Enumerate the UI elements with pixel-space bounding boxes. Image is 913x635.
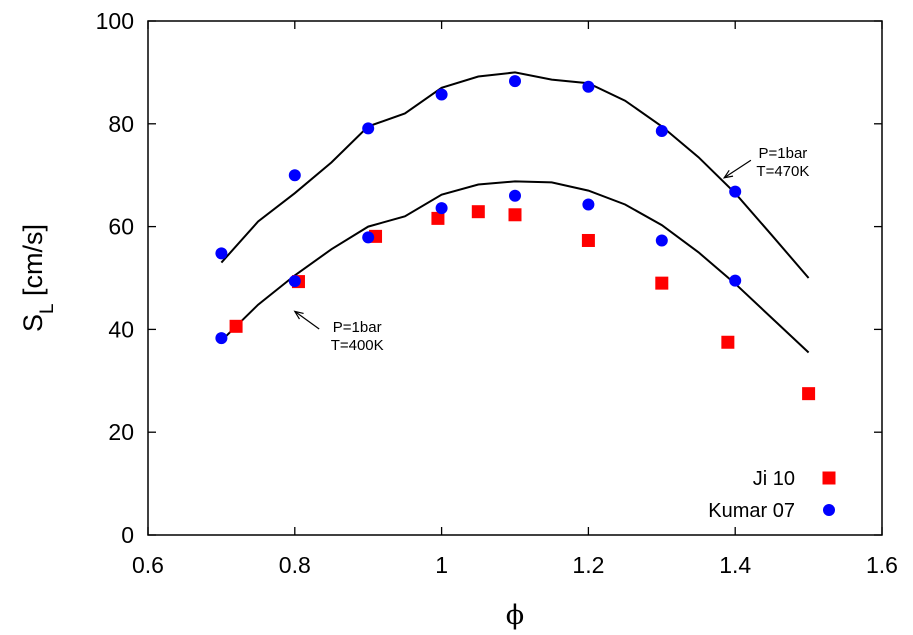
kumar07-marker bbox=[215, 247, 228, 260]
ji10-marker bbox=[229, 319, 243, 333]
kumar07-marker bbox=[362, 122, 375, 135]
x-tick-label: 1.6 bbox=[866, 552, 898, 578]
ji10-marker bbox=[802, 387, 816, 401]
x-tick-label: 0.6 bbox=[132, 552, 164, 578]
y-axis-title: SL [cm/s] bbox=[18, 224, 58, 332]
y-tick-label: 100 bbox=[96, 8, 134, 34]
y-axis-title-unit: [cm/s] bbox=[18, 224, 48, 304]
x-tick-label: 0.8 bbox=[279, 552, 311, 578]
annotation-label: P=1bar T=470K bbox=[756, 145, 809, 180]
plot-frame bbox=[147, 20, 883, 536]
axes: 0.6 0.8 1 1.2 1.4 1.6 0 20 40 60 80 100 bbox=[96, 8, 898, 578]
kumar07-marker bbox=[582, 80, 595, 93]
legend: Ji 10 Kumar 07 bbox=[708, 468, 836, 522]
y-tick-label: 80 bbox=[108, 111, 134, 137]
model-curve-3 bbox=[220, 180, 810, 354]
y-tick-label: 0 bbox=[121, 522, 134, 548]
annotation-line: T=400K bbox=[331, 337, 384, 354]
annotation-arrow bbox=[294, 310, 320, 330]
kumar07-marker bbox=[362, 231, 375, 244]
ji10-marker bbox=[431, 211, 445, 225]
ji10-marker bbox=[471, 205, 485, 219]
y-axis-title-subscript: L bbox=[37, 303, 58, 314]
annotation-line: T=470K bbox=[756, 163, 809, 180]
ji10-marker bbox=[508, 208, 522, 222]
y-tick-label: 40 bbox=[108, 316, 134, 342]
kumar07-marker bbox=[655, 124, 668, 137]
kumar07-marker bbox=[729, 185, 742, 198]
kumar07-marker bbox=[509, 75, 521, 88]
kumar07-marker bbox=[435, 88, 448, 101]
kumar07-marker bbox=[509, 189, 521, 202]
annotation-line: P=1bar bbox=[333, 319, 382, 336]
annotation-line: P=1bar bbox=[759, 145, 808, 162]
annotation-arrowhead bbox=[722, 169, 734, 179]
x-tick-label: 1.4 bbox=[719, 552, 751, 578]
x-tick-label: 1.2 bbox=[572, 552, 604, 578]
y-tick-label: 20 bbox=[108, 419, 134, 445]
kumar07-marker bbox=[288, 275, 301, 288]
legend-marker-circle bbox=[823, 504, 835, 516]
x-tick-label: 1 bbox=[435, 552, 448, 578]
y-axis-title-main: S bbox=[18, 314, 48, 332]
annotation-arrowhead bbox=[293, 310, 304, 320]
annotation-arrow bbox=[723, 159, 752, 179]
y-tick-label: 60 bbox=[108, 214, 134, 240]
plot-area bbox=[147, 20, 883, 536]
kumar07-marker bbox=[215, 332, 228, 345]
legend-label: Kumar 07 bbox=[708, 500, 795, 522]
legend-marker-square bbox=[822, 471, 836, 485]
legend-label: Ji 10 bbox=[753, 468, 795, 490]
model-curves bbox=[220, 71, 810, 354]
kumar07-marker bbox=[288, 169, 301, 182]
ji10-marker bbox=[655, 276, 669, 290]
annotation-label: P=1bar T=400K bbox=[331, 319, 384, 354]
model-curve-2 bbox=[220, 71, 810, 279]
kumar07-marker bbox=[655, 234, 668, 247]
ji10-marker bbox=[581, 233, 595, 247]
x-axis-title: ϕ bbox=[506, 600, 524, 631]
kumar07-marker bbox=[435, 202, 448, 215]
kumar07-marker bbox=[582, 198, 595, 211]
kumar07-marker bbox=[729, 274, 742, 287]
ji10-marker bbox=[721, 335, 735, 349]
data-markers bbox=[215, 75, 816, 401]
